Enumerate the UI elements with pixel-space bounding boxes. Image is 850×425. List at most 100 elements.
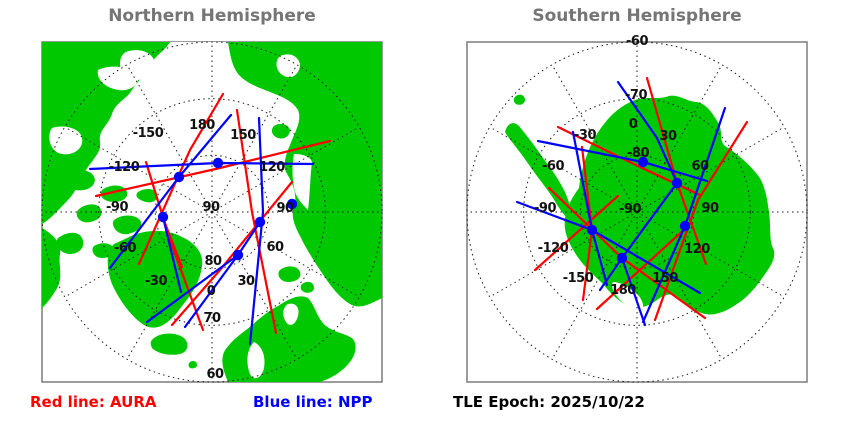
- nh-position-dots: [157, 157, 298, 261]
- sh-meridian-line: [489, 126, 638, 213]
- nh-meridian-line: [211, 211, 298, 360]
- nh-latitude-circle: [98, 98, 326, 326]
- sh-npp-position-dot: [637, 156, 649, 168]
- sh-grid-label: 60: [691, 159, 709, 174]
- sh-npp-position-dot: [679, 220, 691, 232]
- sh-aura-track: [533, 194, 620, 272]
- sh-grid-label: 30: [659, 129, 677, 144]
- nh-npp-track: [248, 116, 265, 346]
- nh-landmass: [76, 204, 102, 223]
- southern-hemisphere-map: -60 -70 0 30 -30 -80 60 -60 90 -90 -90 120 -120 150 -1…: [466, 34, 808, 383]
- sh-grid-label: 0: [629, 117, 638, 132]
- nh-landmass: [136, 189, 158, 203]
- sh-meridian-line: [489, 211, 638, 298]
- nh-grid-label: 120: [259, 160, 285, 175]
- sh-grid-label: -150: [563, 271, 594, 286]
- nh-npp-position-dot: [232, 249, 244, 261]
- tle-epoch-label: TLE Epoch: 2025/10/22: [453, 393, 645, 411]
- sh-npp-track: [616, 80, 679, 185]
- nh-npp-position-dot: [173, 171, 185, 183]
- nh-grid-label: -120: [109, 160, 140, 175]
- nh-land-layer: [42, 42, 382, 382]
- nh-grid-label: -30: [145, 274, 167, 289]
- nh-water-inlet: [97, 66, 139, 91]
- sh-grid-label: 180: [610, 283, 636, 298]
- nh-grid-label: 60: [266, 240, 284, 255]
- sh-grid-label: -60: [542, 159, 564, 174]
- nh-aura-track: [94, 139, 332, 198]
- nh-aura-track: [137, 92, 225, 266]
- nh-npp-track: [183, 253, 240, 329]
- nh-grid-label: 90: [276, 201, 294, 216]
- sh-grid-label: 90: [701, 201, 719, 216]
- nh-landmass: [65, 170, 95, 191]
- nh-latitude-circle: [41, 41, 383, 383]
- sh-grid-label: -90: [619, 202, 641, 217]
- nh-water-inlet: [283, 303, 299, 325]
- nh-aura-track: [144, 160, 205, 332]
- nh-landmass: [150, 333, 188, 355]
- nh-grid-label: 70: [203, 311, 221, 326]
- nh-npp-position-dot: [254, 216, 266, 228]
- legend-blue-npp: Blue line: NPP: [253, 393, 373, 411]
- nh-grid-label: 80: [204, 254, 222, 269]
- nh-aura-track: [170, 180, 294, 327]
- nh-meridian-line: [126, 211, 213, 360]
- sh-latitude-circle: [466, 41, 808, 383]
- sh-meridian-line: [636, 126, 785, 213]
- sh-meridian-line: [551, 211, 638, 360]
- nh-grid-label: -150: [133, 126, 164, 141]
- nh-npp-position-dot: [157, 211, 169, 223]
- nh-landmass: [42, 228, 61, 308]
- nh-npp-track: [161, 215, 183, 294]
- nh-meridian-line: [211, 126, 360, 213]
- nh-water-inlet: [49, 126, 83, 155]
- nh-grid-label: -60: [114, 241, 136, 256]
- nh-landmass: [112, 215, 142, 235]
- nh-water-inlet: [247, 342, 265, 379]
- nh-map-title: Northern Hemisphere: [108, 6, 316, 26]
- nh-grid-label: 150: [230, 128, 256, 143]
- nh-grid-label: 0: [207, 284, 216, 299]
- sh-grid-label: 150: [652, 271, 678, 286]
- sh-grid-label: -60: [626, 34, 648, 49]
- nh-grid-label: 180: [189, 118, 215, 133]
- nh-landmass: [271, 123, 290, 139]
- nh-grid-label: -90: [106, 200, 128, 215]
- nh-meridian-line: [211, 211, 360, 298]
- sh-meridian-line: [636, 211, 785, 298]
- nh-npp-position-dot: [212, 157, 224, 169]
- sh-grid-label: 120: [684, 242, 710, 257]
- sh-position-dots: [586, 156, 691, 264]
- legend-red-aura: Red line: AURA: [30, 393, 157, 411]
- sh-npp-position-dot: [671, 177, 683, 189]
- nh-grid-label: 60: [206, 367, 224, 382]
- sh-grid-label: -120: [538, 241, 569, 256]
- sh-landmass: [564, 95, 775, 315]
- sh-meridian-line: [636, 211, 723, 360]
- nh-npp-position-dot: [286, 198, 298, 210]
- nh-landmass: [278, 266, 301, 282]
- northern-hemisphere-map: 180 150 -150 120 -120 90 -90 60 -60 30 -30 0 90 80 70 6…: [41, 41, 383, 383]
- nh-landmass: [56, 232, 84, 254]
- sh-npp-position-dot: [586, 224, 598, 236]
- sh-grid-label: -30: [574, 128, 596, 143]
- sh-landmass: [513, 94, 525, 105]
- nh-grid-label: 30: [237, 274, 255, 289]
- nh-coordinate-labels: 180 150 -150 120 -120 90 -90 60 -60 30 -30 0 90 80 70 6…: [106, 118, 294, 382]
- sh-landmass: [505, 123, 572, 220]
- nh-water-inlet: [170, 42, 228, 93]
- sh-coordinate-labels: -60 -70 0 30 -30 -80 60 -60 90 -90 -90 120 -120 150 -1…: [534, 34, 719, 298]
- nh-aura-red-tracks: [94, 92, 332, 335]
- sh-aura-track: [595, 225, 689, 311]
- sh-npp-position-dot: [616, 252, 628, 264]
- nh-landmass: [300, 281, 314, 293]
- sh-grid-label: -80: [627, 146, 649, 161]
- sh-grid-label: -70: [625, 88, 647, 103]
- nh-landmass: [188, 361, 197, 369]
- sh-aura-track: [653, 120, 749, 322]
- sh-map-title: Southern Hemisphere: [532, 6, 742, 26]
- nh-water-inlet: [292, 154, 312, 210]
- nh-water-inlet: [276, 54, 300, 78]
